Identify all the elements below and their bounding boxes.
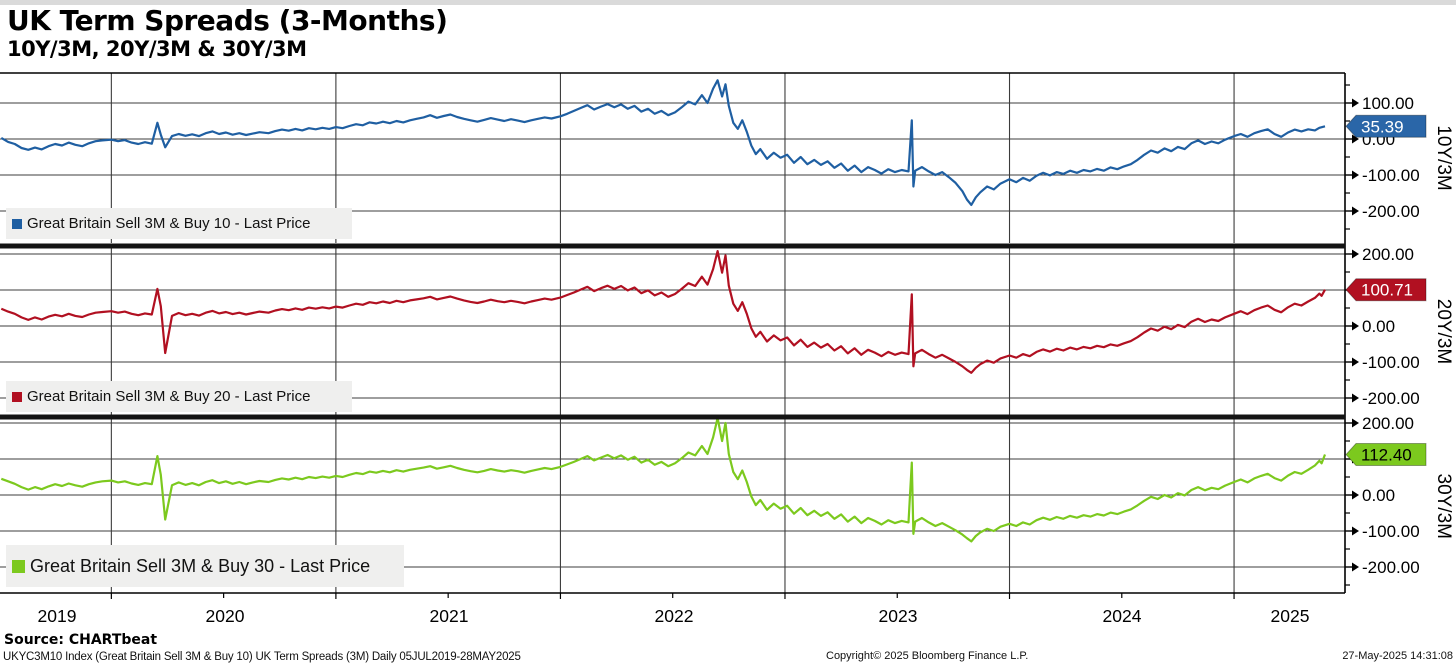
last-price-tag-30y3m[interactable]: 112.40 bbox=[1345, 443, 1427, 467]
price-tag-value: 35.39 bbox=[1361, 117, 1404, 136]
x-year-label: 2023 bbox=[879, 606, 918, 626]
price-tag-value: 112.40 bbox=[1361, 446, 1412, 465]
axis-tick-arrow bbox=[1352, 170, 1359, 180]
x-year-label: 2019 bbox=[38, 606, 77, 626]
y-tick-label: 0.00 bbox=[1362, 486, 1395, 505]
x-year-label: 2022 bbox=[655, 606, 694, 626]
panel-30y3m: 200.00100.000.00-100.00-200.00112.4030Y/… bbox=[0, 414, 1454, 593]
y-tick-label: -100.00 bbox=[1362, 353, 1420, 372]
y-tick-label: -200.00 bbox=[1362, 389, 1420, 408]
price-tag-value: 100.71 bbox=[1361, 281, 1413, 300]
legend-30y3m[interactable]: Great Britain Sell 3M & Buy 30 - Last Pr… bbox=[6, 545, 404, 587]
y-tick-label: -200.00 bbox=[1362, 202, 1420, 221]
legend-swatch-blue bbox=[12, 218, 22, 229]
price-tag-shape bbox=[1345, 114, 1427, 138]
legend-swatch-red bbox=[12, 391, 22, 402]
legend-10y3m[interactable]: Great Britain Sell 3M & Buy 10 - Last Pr… bbox=[6, 208, 352, 239]
panel-axis-title: 20Y/3M bbox=[1433, 299, 1454, 364]
y-tick-label: 200.00 bbox=[1362, 414, 1414, 433]
last-price-tag-20y3m[interactable]: 100.71 bbox=[1345, 278, 1427, 302]
x-year-label: 2020 bbox=[206, 606, 245, 626]
y-tick-label: -100.00 bbox=[1362, 166, 1420, 185]
panel-separator bbox=[0, 243, 1345, 249]
panel-axis-title: 30Y/3M bbox=[1433, 474, 1454, 539]
series-line-10y3m bbox=[0, 79, 1326, 206]
series-line-30y3m bbox=[0, 419, 1327, 543]
chart-title: UK Term Spreads (3-Months) bbox=[7, 4, 448, 37]
source-label: Source: CHARTbeat bbox=[4, 632, 158, 648]
axis-tick-arrow bbox=[1352, 206, 1359, 216]
y-tick-label: -100.00 bbox=[1362, 522, 1420, 541]
copyright-notice: Copyright© 2025 Bloomberg Finance L.P. bbox=[826, 650, 1029, 662]
legend-label-30y3m: Great Britain Sell 3M & Buy 30 - Last Pr… bbox=[30, 555, 371, 576]
y-tick-label: 100.00 bbox=[1362, 94, 1414, 113]
panel-separator bbox=[0, 414, 1345, 420]
legend-label-20y3m: Great Britain Sell 3M & Buy 20 - Last Pr… bbox=[27, 388, 311, 405]
axis-tick-arrow bbox=[1352, 98, 1359, 108]
last-price-tag-10y3m[interactable]: 35.39 bbox=[1345, 114, 1427, 138]
axis-tick-arrow bbox=[1352, 562, 1359, 572]
legend-label-10y3m: Great Britain Sell 3M & Buy 10 - Last Pr… bbox=[27, 215, 311, 232]
axis-tick-arrow bbox=[1352, 490, 1359, 500]
price-tag-shape bbox=[1345, 278, 1427, 302]
chart-timestamp: 27-May-2025 14:31:08 bbox=[1342, 650, 1453, 662]
axis-tick-arrow bbox=[1352, 393, 1359, 403]
price-tag-shape bbox=[1345, 443, 1427, 467]
y-tick-label: 0.00 bbox=[1362, 317, 1395, 336]
window-top-strip bbox=[0, 0, 1456, 5]
axis-tick-arrow bbox=[1352, 321, 1359, 331]
axis-tick-arrow bbox=[1352, 249, 1359, 259]
axis-tick-arrow bbox=[1352, 134, 1359, 144]
legend-20y3m[interactable]: Great Britain Sell 3M & Buy 20 - Last Pr… bbox=[6, 381, 352, 412]
ticker-description: UKYC3M10 Index (Great Britain Sell 3M & … bbox=[3, 651, 521, 663]
series-line-20y3m bbox=[0, 250, 1326, 374]
legend-swatch-green bbox=[12, 559, 25, 573]
x-year-label: 2021 bbox=[430, 606, 469, 626]
axis-tick-arrow bbox=[1352, 418, 1359, 428]
y-tick-label: -200.00 bbox=[1362, 558, 1420, 577]
x-year-label: 2024 bbox=[1103, 606, 1142, 626]
axis-tick-arrow bbox=[1352, 526, 1359, 536]
y-tick-label: 200.00 bbox=[1362, 245, 1414, 264]
axis-tick-arrow bbox=[1352, 357, 1359, 367]
panel-axis-title: 10Y/3M bbox=[1433, 125, 1454, 190]
chart-subtitle: 10Y/3M, 20Y/3M & 30Y/3M bbox=[7, 37, 307, 61]
x-year-label: 2025 bbox=[1271, 606, 1310, 626]
